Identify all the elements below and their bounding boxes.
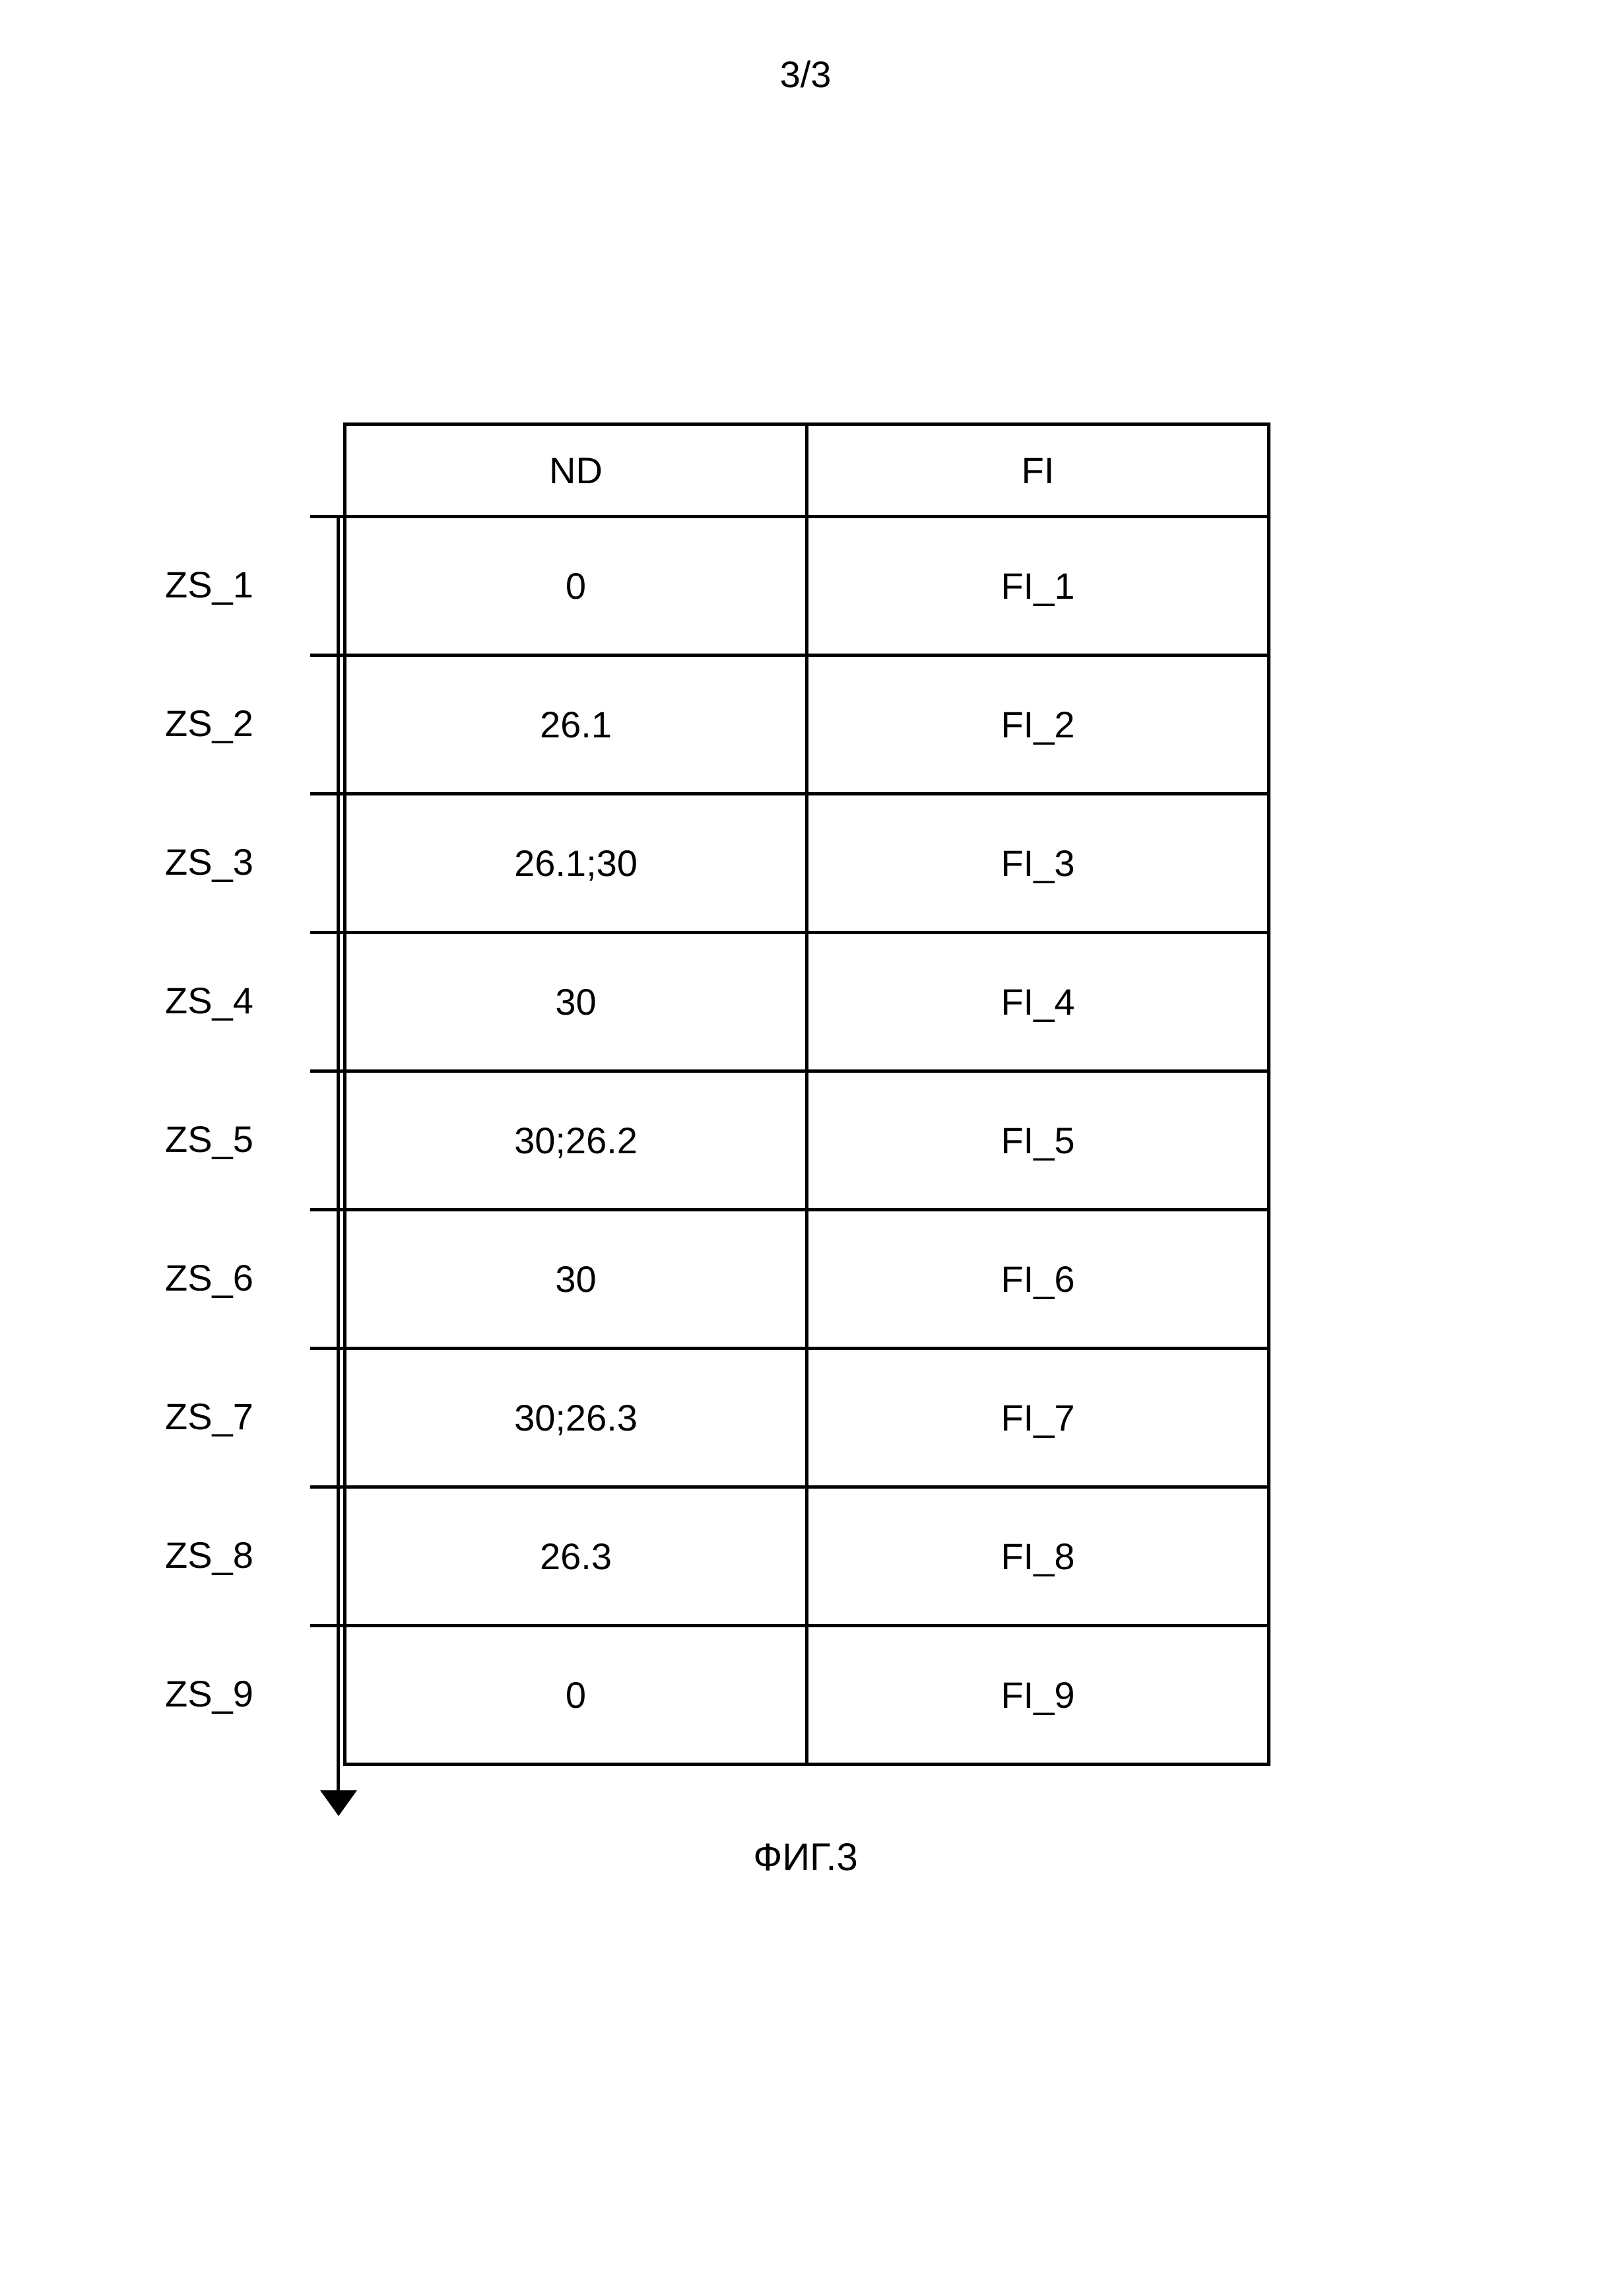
table-row: 0FI_1 — [345, 517, 1269, 656]
table-row: 30FI_4 — [345, 933, 1269, 1071]
cell-r8-c1: FI_9 — [807, 1626, 1269, 1765]
col-header-1: FI — [807, 424, 1269, 517]
row-label-text: ZS_6 — [165, 1256, 253, 1299]
cell-r2-c0: 26.1;30 — [345, 794, 807, 933]
cell-r8-c0: 0 — [345, 1626, 807, 1765]
cell-r4-c1: FI_5 — [807, 1071, 1269, 1210]
row-label-5: ZS_6 — [145, 1208, 343, 1347]
figure-caption: ФИГ.3 — [0, 1835, 1611, 1879]
row-label-4: ZS_5 — [145, 1069, 343, 1208]
cell-r6-c0: 30;26.3 — [345, 1349, 807, 1487]
table-row: 26.3FI_8 — [345, 1487, 1269, 1626]
table-row: 30;26.3FI_7 — [345, 1349, 1269, 1487]
cell-r2-c1: FI_3 — [807, 794, 1269, 933]
row-label-text: ZS_5 — [165, 1118, 253, 1161]
cell-r7-c0: 26.3 — [345, 1487, 807, 1626]
row-label-text: ZS_7 — [165, 1395, 253, 1438]
row-label-text: ZS_8 — [165, 1534, 253, 1576]
cell-r3-c1: FI_4 — [807, 933, 1269, 1071]
row-label-6: ZS_7 — [145, 1347, 343, 1485]
row-label-text: ZS_4 — [165, 979, 253, 1022]
row-label-1: ZS_2 — [145, 654, 343, 792]
table-row: 26.1FI_2 — [345, 656, 1269, 794]
cell-r4-c0: 30;26.2 — [345, 1071, 807, 1210]
label-header-spacer — [145, 422, 343, 515]
row-label-0: ZS_1 — [145, 515, 343, 654]
row-label-text: ZS_9 — [165, 1672, 253, 1715]
row-label-text: ZS_3 — [165, 840, 253, 883]
figure-container: ZS_1ZS_2ZS_3ZS_4ZS_5ZS_6ZS_7ZS_8ZS_9 NDF… — [145, 422, 1270, 1766]
timeline-arrowhead-icon — [320, 1790, 357, 1816]
row-label-text: ZS_2 — [165, 702, 253, 745]
page-number-text: 3/3 — [780, 53, 832, 95]
cell-r0-c1: FI_1 — [807, 517, 1269, 656]
cell-r1-c0: 26.1 — [345, 656, 807, 794]
col-header-0: ND — [345, 424, 807, 517]
cell-r7-c1: FI_8 — [807, 1487, 1269, 1626]
data-table: NDFI0FI_126.1FI_226.1;30FI_330FI_430;26.… — [343, 422, 1270, 1766]
table-row: 30FI_6 — [345, 1210, 1269, 1349]
row-label-text: ZS_1 — [165, 563, 253, 606]
table-row: 30;26.2FI_5 — [345, 1071, 1269, 1210]
row-label-3: ZS_4 — [145, 931, 343, 1069]
cell-r3-c0: 30 — [345, 933, 807, 1071]
row-label-7: ZS_8 — [145, 1485, 343, 1624]
cell-r5-c0: 30 — [345, 1210, 807, 1349]
cell-r1-c1: FI_2 — [807, 656, 1269, 794]
page-number: 3/3 — [0, 53, 1611, 96]
row-label-8: ZS_9 — [145, 1624, 343, 1763]
row-labels-column: ZS_1 ZS_2 ZS_3 ZS_4 ZS_5 ZS_6 ZS_7 ZS_8 ZS_9 — [145, 422, 343, 1766]
figure-caption-text: ФИГ.3 — [753, 1836, 857, 1879]
table-row: 26.1;30FI_3 — [345, 794, 1269, 933]
cell-r6-c1: FI_7 — [807, 1349, 1269, 1487]
row-label-2: ZS_3 — [145, 792, 343, 931]
table-row: 0FI_9 — [345, 1626, 1269, 1765]
cell-r0-c0: 0 — [345, 517, 807, 656]
cell-r5-c1: FI_6 — [807, 1210, 1269, 1349]
